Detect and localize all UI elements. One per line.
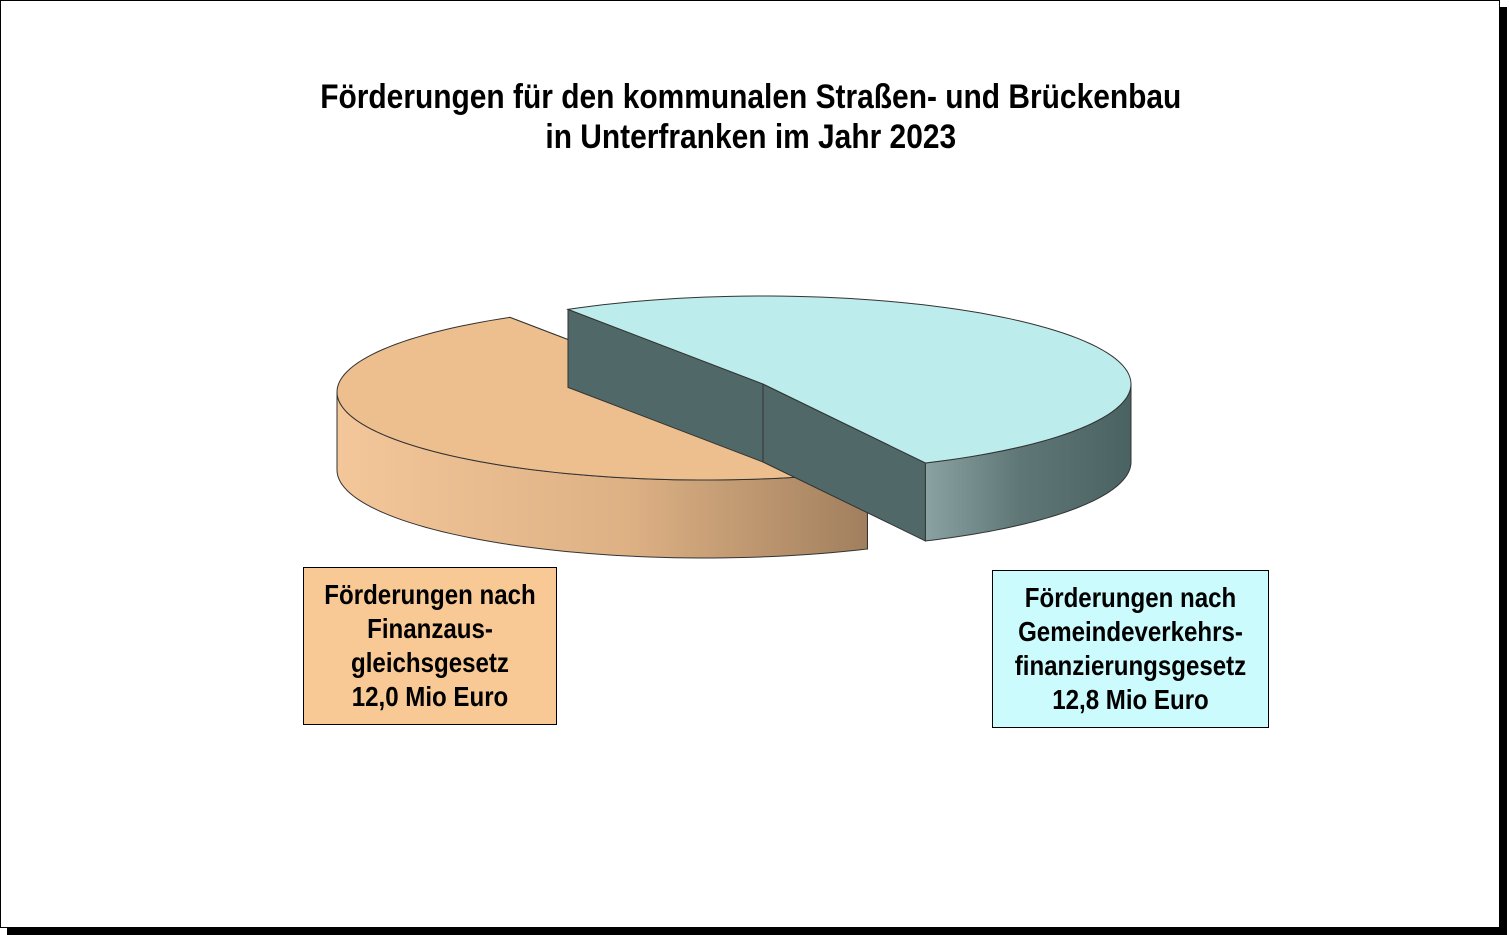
data-label-b-line-3: finanzierungsgesetz xyxy=(1014,650,1247,681)
data-label-a-line-4: 12,0 Mio Euro xyxy=(351,681,509,712)
data-label-a-line-3: gleichsgesetz xyxy=(351,647,509,678)
slice-1-top-face xyxy=(566,295,1132,464)
data-label-b-line-4: 12,8 Mio Euro xyxy=(1052,684,1209,715)
data-label-b-line-2: Gemeindeverkehrs- xyxy=(1018,616,1243,647)
data-label-gemeindeverkehrsfinanzierungsgesetz: Förderungen nach Gemeindeverkehrs- finan… xyxy=(992,570,1269,728)
pie-slice-gemeindeverkehrsfinanzierungsgesetz xyxy=(566,295,1132,542)
data-label-finanzausgleichsgesetz: Förderungen nach Finanzaus- gleichsgeset… xyxy=(303,567,557,725)
data-label-a-line-1: Förderungen nach xyxy=(324,579,536,610)
chart-title-line-1: Förderungen für den kommunalen Straßen- … xyxy=(320,78,1182,116)
chart-title: Förderungen für den kommunalen Straßen- … xyxy=(91,77,1411,157)
data-label-b-line-1: Förderungen nach xyxy=(1024,582,1237,613)
chart-title-line-2: in Unterfranken im Jahr 2023 xyxy=(545,118,957,156)
data-label-a-line-2: Finanzaus- xyxy=(367,613,493,644)
